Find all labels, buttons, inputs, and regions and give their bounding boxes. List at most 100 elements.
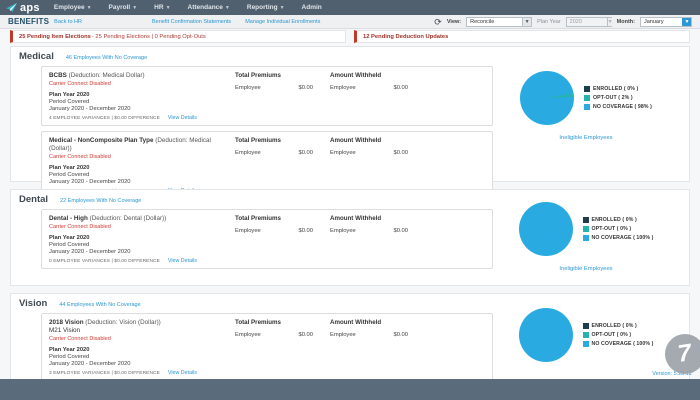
medical-no-coverage-link[interactable]: 46 Employees With No Coverage [65, 55, 148, 61]
top-nav-bar: aps Employee ▼ Payroll ▼ HR ▼ Attendance ▼ R… [0, 0, 700, 15]
period-covered-value: January 2020 - December 2020 [49, 179, 131, 185]
plan-year: Plan Year 2020 [49, 165, 90, 171]
medical-pie-chart [520, 71, 574, 125]
chevron-down-icon: ▼ [165, 4, 171, 11]
nav-item-reporting[interactable]: Reporting ▼ [246, 4, 285, 11]
legend-swatch-no-coverage [584, 104, 590, 110]
variance-summary: 0 EMPLOYEE VARIANCES | $0.00 DIFFERENCE [49, 258, 160, 264]
employee-label: Employee [235, 85, 261, 91]
employee-label: Employee [330, 228, 356, 234]
nav-item-hr[interactable]: HR ▼ [154, 4, 171, 11]
legend-label: NO COVERAGE ( 100% ) [591, 341, 654, 347]
aps-logo[interactable]: aps [6, 2, 40, 14]
nav-item-attendance[interactable]: Attendance ▼ [187, 4, 230, 11]
period-covered-label: Period Covered [49, 354, 90, 360]
plan-year-label: Plan Year [537, 18, 561, 25]
plan-subname: M21 Vision [49, 327, 81, 334]
view-details-link[interactable]: View Details [167, 258, 197, 264]
legend-swatch-no-coverage [582, 341, 589, 347]
plan-name: Medical - NonComposite Plan Type [49, 137, 154, 144]
refresh-icon[interactable]: ⟳ [434, 16, 442, 27]
period-covered-value: January 2020 - December 2020 [49, 361, 131, 367]
medical-ineligible-employees-link[interactable]: Ineligible Employees [559, 135, 613, 141]
nav-item-employee[interactable]: Employee ▼ [53, 4, 92, 11]
version-text: Version: 5.28.12 [652, 371, 692, 377]
legend-swatch-enrolled [582, 217, 589, 223]
plan-year: Plan Year 2020 [49, 235, 90, 241]
amount-withheld-header: Amount Withheld [330, 215, 382, 222]
withheld-value: $0.00 [393, 228, 408, 234]
pending-elections-alert-detail: - 25 Pending Elections | 0 Pending Opt-O… [91, 33, 206, 40]
back-to-hr-link[interactable]: Back to HR [54, 18, 82, 25]
amount-withheld-header: Amount Withheld [330, 137, 382, 144]
pending-deductions-alert-title: 12 Pending Deduction Updates [363, 33, 449, 40]
plan-deduction: (Deduction: Medical Dollar) [68, 72, 145, 79]
chevron-down-icon: ▼ [279, 4, 285, 11]
dental-ineligible-employees-link[interactable]: Ineligible Employees [559, 266, 613, 272]
plan-name: 2018 Vision [49, 319, 84, 326]
watermark-logo: 7 [665, 334, 700, 374]
chevron-down-icon: ▼ [606, 17, 613, 26]
view-details-link[interactable]: View Details [167, 115, 197, 121]
pending-elections-alert[interactable]: 25 Pending Item Elections - 25 Pending E… [10, 30, 346, 43]
carrier-connect-status: Carrier Connect Disabled [49, 336, 111, 342]
employee-label: Employee [235, 332, 261, 338]
legend-label: ENROLLED ( 0% ) [591, 323, 637, 329]
medical-pie-legend: ENROLLED ( 0% ) OPT-OUT ( 2% ) NO COVERA… [584, 86, 652, 110]
manage-individual-enrollments-link[interactable]: Manage Individual Enrollments [245, 18, 321, 25]
month-label: Month: [616, 18, 635, 25]
legend-swatch-opt-out [584, 95, 590, 101]
alerts-row: 25 Pending Item Elections - 25 Pending E… [0, 30, 700, 43]
vision-no-coverage-link[interactable]: 44 Employees With No Coverage [59, 302, 141, 308]
withheld-value: $0.00 [393, 332, 408, 338]
vision-pie-legend: ENROLLED ( 0% ) OPT-OUT ( 0% ) NO COVERA… [582, 323, 654, 347]
logo-text: aps [20, 1, 40, 14]
employee-label: Employee [330, 150, 356, 156]
legend-swatch-enrolled [582, 323, 589, 329]
legend-swatch-enrolled [584, 86, 590, 92]
paper-plane-icon [6, 3, 17, 12]
benefit-confirmation-statements-link[interactable]: Benefit Confirmation Statements [152, 18, 232, 25]
carrier-connect-status: Carrier Connect Disabled [49, 154, 111, 160]
dental-pie-chart [518, 202, 573, 256]
dental-no-coverage-link[interactable]: 22 Employees With No Coverage [60, 198, 142, 204]
total-premiums-header: Total Premiums [235, 137, 281, 144]
nav-item-admin[interactable]: Admin [301, 4, 322, 11]
pending-deductions-alert[interactable]: 12 Pending Deduction Updates [354, 30, 690, 43]
month-select[interactable]: January ▼ [640, 16, 692, 27]
plan-year: Plan Year 2020 [49, 347, 90, 353]
chevron-down-icon: ▼ [522, 17, 532, 26]
legend-label: OPT-OUT ( 0% ) [591, 332, 632, 338]
period-covered-value: January 2020 - December 2020 [49, 106, 131, 112]
view-select[interactable]: Reconcile ▼ [466, 16, 533, 27]
employee-label: Employee [235, 150, 261, 156]
view-details-link[interactable]: View Details [167, 370, 197, 376]
plan-card-dental-high: Dental - High (Deduction: Dental (Dollar… [41, 209, 493, 269]
premium-value: $0.00 [298, 150, 313, 156]
page-title: BENEFITS [8, 17, 50, 26]
legend-swatch-opt-out [582, 226, 589, 232]
chevron-down-icon: ▼ [224, 4, 230, 11]
period-covered-value: January 2020 - December 2020 [49, 249, 131, 255]
total-premiums-header: Total Premiums [235, 215, 281, 222]
plan-year: Plan Year 2020 [49, 92, 90, 98]
carrier-connect-status: Carrier Connect Disabled [49, 81, 111, 87]
total-premiums-header: Total Premiums [235, 72, 281, 79]
plan-year-select[interactable]: 2020 ▼ [565, 16, 613, 27]
period-covered-label: Period Covered [49, 242, 90, 248]
chevron-down-icon: ▼ [86, 4, 92, 11]
benefits-toolbar: BENEFITS Back to HR Benefit Confirmation… [0, 15, 700, 29]
premium-value: $0.00 [298, 332, 313, 338]
plan-card-bcbs: BCBS (Deduction: Medical Dollar) Carrier… [41, 66, 493, 126]
legend-swatch-no-coverage [582, 235, 589, 241]
total-premiums-header: Total Premiums [235, 319, 281, 326]
chevron-down-icon: ▼ [682, 17, 691, 26]
legend-swatch-opt-out [582, 332, 589, 338]
carrier-connect-status: Carrier Connect Disabled [49, 224, 111, 230]
nav-item-payroll[interactable]: Payroll ▼ [108, 4, 138, 11]
main-content: Medical 46 Employees With No Coverage BC… [0, 45, 700, 389]
chevron-down-icon: ▼ [132, 4, 138, 11]
premium-value: $0.00 [298, 228, 313, 234]
dental-pie-legend: ENROLLED ( 0% ) OPT-OUT ( 0% ) NO COVERA… [582, 217, 654, 241]
footer-bar [0, 379, 700, 400]
